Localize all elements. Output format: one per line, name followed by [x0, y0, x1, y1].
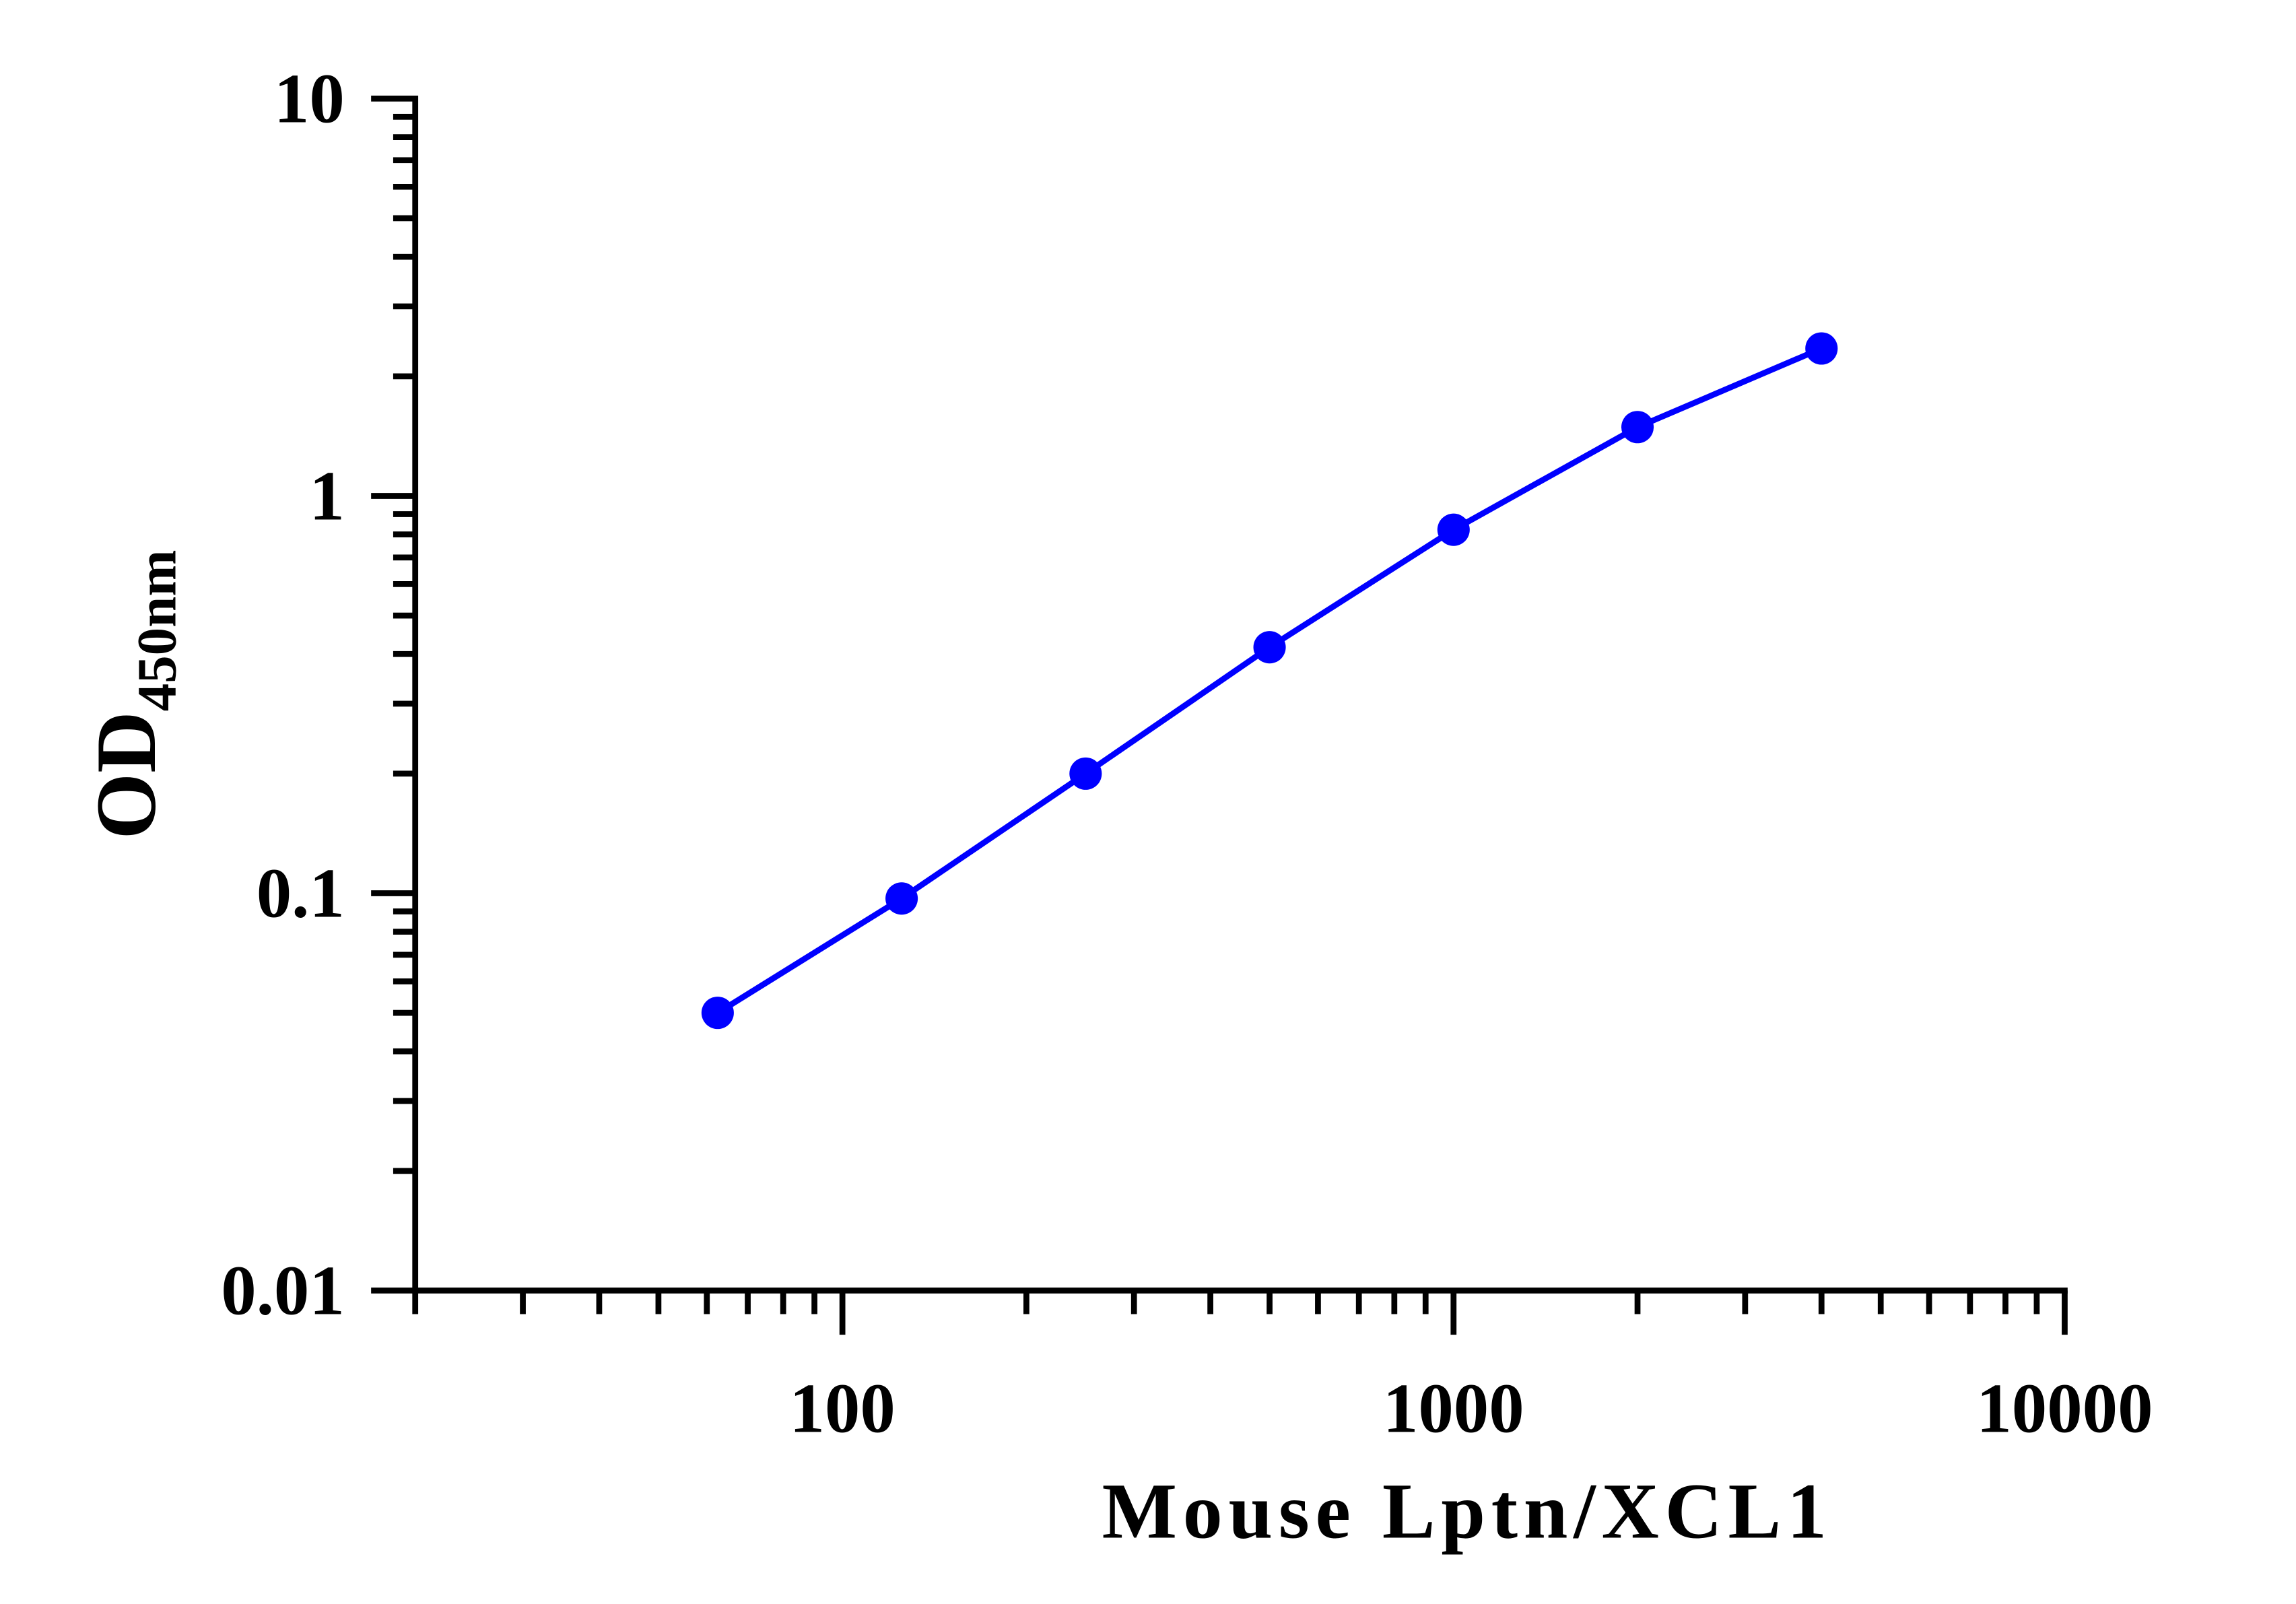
- y-axis-label-subscript: 450nm: [126, 549, 188, 711]
- data-point: [1069, 757, 1102, 790]
- x-tick-label: 10000: [1976, 1369, 2153, 1447]
- data-point: [1437, 513, 1470, 546]
- x-tick-label: 100: [789, 1369, 895, 1447]
- series-line: [716, 345, 1823, 1015]
- data-point: [701, 997, 734, 1030]
- data-point: [1621, 411, 1654, 444]
- data-point: [1253, 631, 1286, 664]
- data-point: [1805, 332, 1838, 365]
- y-axis-label-main: OD: [79, 711, 174, 839]
- y-tick-label: 0.1: [257, 854, 345, 932]
- data-point: [885, 882, 918, 915]
- y-tick-label: 10: [274, 59, 345, 137]
- x-axis-label: Mouse Lptn/XCL1: [1102, 1467, 1833, 1556]
- y-axis-label: OD450nm: [79, 549, 188, 839]
- y-tick-label: 0.01: [221, 1251, 345, 1329]
- y-tick-label: 1: [309, 457, 344, 535]
- x-tick-label: 1000: [1383, 1369, 1524, 1447]
